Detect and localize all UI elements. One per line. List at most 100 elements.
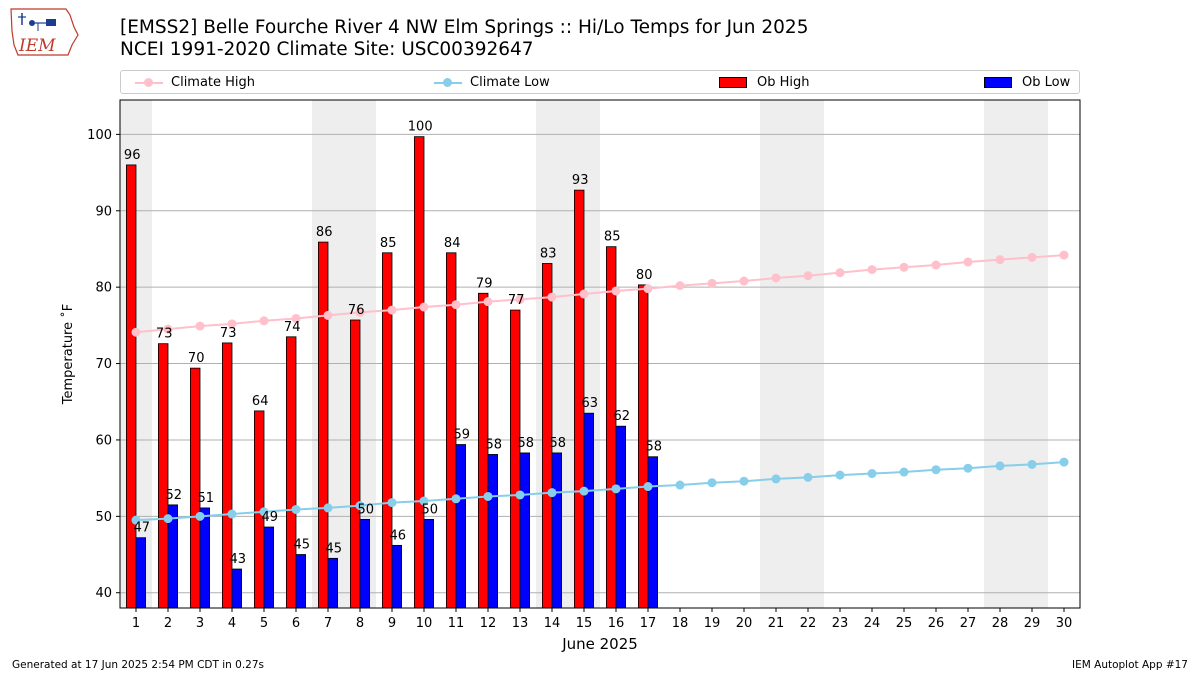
climate-high-point [771, 273, 781, 283]
x-tick-label: 20 [736, 616, 753, 631]
legend-ob-high: Ob High [719, 75, 810, 90]
climate-low-point [163, 514, 173, 524]
ob-low-label: 51 [198, 491, 215, 506]
y-axis-label: Temperature ˚F [60, 304, 76, 405]
climate-high-point [995, 255, 1005, 265]
climate-low-point [771, 474, 781, 484]
x-tick-label: 24 [864, 616, 881, 631]
footer-generated: Generated at 17 Jun 2025 2:54 PM CDT in … [12, 659, 265, 671]
ob-high-label: 83 [540, 246, 557, 261]
ob-low-bar [199, 507, 211, 609]
title-line-2: NCEI 1991-2020 Climate Site: USC00392647 [120, 39, 534, 60]
legend-label: Ob Low [1022, 75, 1071, 90]
x-tick-label: 3 [196, 616, 204, 631]
ob-low-bar [647, 456, 659, 609]
ob-high-label: 84 [444, 236, 461, 251]
ob-low-bar [423, 518, 435, 609]
climate-high-point [643, 284, 653, 294]
climate-low-point [835, 470, 845, 480]
y-tick-label: 60 [95, 433, 112, 448]
climate-low-point [867, 469, 877, 479]
climate-low-point [419, 496, 429, 506]
climate-high-line [135, 254, 1065, 334]
climate-low-point [579, 486, 589, 496]
ob-high-bar [349, 319, 361, 609]
climate-low-point [259, 507, 269, 517]
climate-high-point [899, 262, 909, 272]
climate-low-point [899, 467, 909, 477]
ob-low-label: 59 [454, 428, 471, 443]
climate-high-point [515, 294, 525, 304]
climate-low-point [707, 478, 717, 488]
iowa-map-icon: IEM [10, 8, 79, 56]
x-tick-label: 21 [768, 616, 785, 631]
ob-low-label: 58 [646, 440, 663, 455]
ob-low-label: 63 [582, 396, 599, 411]
footer-app: IEM Autoplot App #17 [1072, 659, 1188, 671]
climate-high-point [1059, 250, 1069, 260]
climate-low-point [931, 465, 941, 475]
ob-high-bar [509, 309, 521, 609]
climate-low-point [131, 515, 141, 525]
ob-low-label: 46 [390, 528, 407, 543]
climate-low-point [547, 488, 557, 498]
ob-low-bar [135, 537, 147, 609]
climate-high-point [1027, 252, 1037, 262]
ob-high-bar [126, 164, 137, 609]
climate-high-point [323, 310, 333, 320]
ob-low-label: 45 [294, 538, 311, 553]
climate-low-point [323, 503, 333, 513]
ob-low-label: 49 [262, 510, 279, 525]
x-tick-label: 28 [992, 616, 1009, 631]
climate-low-point [451, 494, 461, 504]
climate-low-point [803, 472, 813, 482]
ob-low-bar [551, 452, 563, 609]
climate-high-point [707, 278, 717, 288]
ob-low-bar [231, 568, 243, 609]
x-tick-label: 6 [292, 616, 300, 631]
climate-high-point [419, 302, 429, 312]
ob-high-label: 73 [156, 327, 173, 342]
x-tick-label: 8 [356, 616, 364, 631]
climate-low-point [963, 463, 973, 473]
x-tick-label: 13 [512, 616, 529, 631]
climate-high-point [387, 305, 397, 315]
ob-high-bar [189, 367, 201, 609]
legend-label: Climate High [171, 75, 256, 90]
y-tick-label: 40 [95, 586, 112, 601]
climate-high-point [963, 257, 973, 267]
ob-low-bar [327, 557, 339, 609]
x-tick-label: 1 [132, 616, 140, 631]
y-tick-label: 70 [95, 357, 112, 372]
ob-low-label: 58 [486, 437, 503, 452]
x-tick-label: 19 [704, 616, 721, 631]
ob-low-bar [263, 526, 275, 609]
climate-low-point [643, 482, 653, 492]
title-line-1: [EMSS2] Belle Fourche River 4 NW Elm Spr… [120, 17, 809, 38]
x-tick-label: 26 [928, 616, 945, 631]
ob-high-label: 96 [124, 148, 141, 163]
ob-low-label: 58 [550, 436, 567, 451]
ob-low-label: 52 [166, 488, 183, 503]
x-tick-label: 25 [896, 616, 913, 631]
x-tick-label: 14 [544, 616, 561, 631]
ob-low-bar [359, 518, 371, 609]
ob-high-label: 100 [408, 120, 433, 135]
climate-low-point [195, 511, 205, 521]
weekend-shade [984, 100, 1048, 608]
iem-logo: IEM [8, 5, 80, 63]
x-tick-label: 16 [608, 616, 625, 631]
climate-low-point [739, 476, 749, 486]
climate-low-point [291, 504, 301, 514]
ob-low-label: 45 [326, 541, 343, 556]
climate-high-point [355, 307, 365, 317]
ob-low-label: 50 [422, 502, 439, 517]
x-tick-label: 27 [960, 616, 977, 631]
climate-high-point [867, 265, 877, 275]
ob-high-bar [157, 343, 169, 609]
ob-high-label: 85 [604, 230, 621, 245]
climate-low-point [611, 484, 621, 494]
x-tick-label: 7 [324, 616, 332, 631]
x-tick-label: 2 [164, 616, 172, 631]
